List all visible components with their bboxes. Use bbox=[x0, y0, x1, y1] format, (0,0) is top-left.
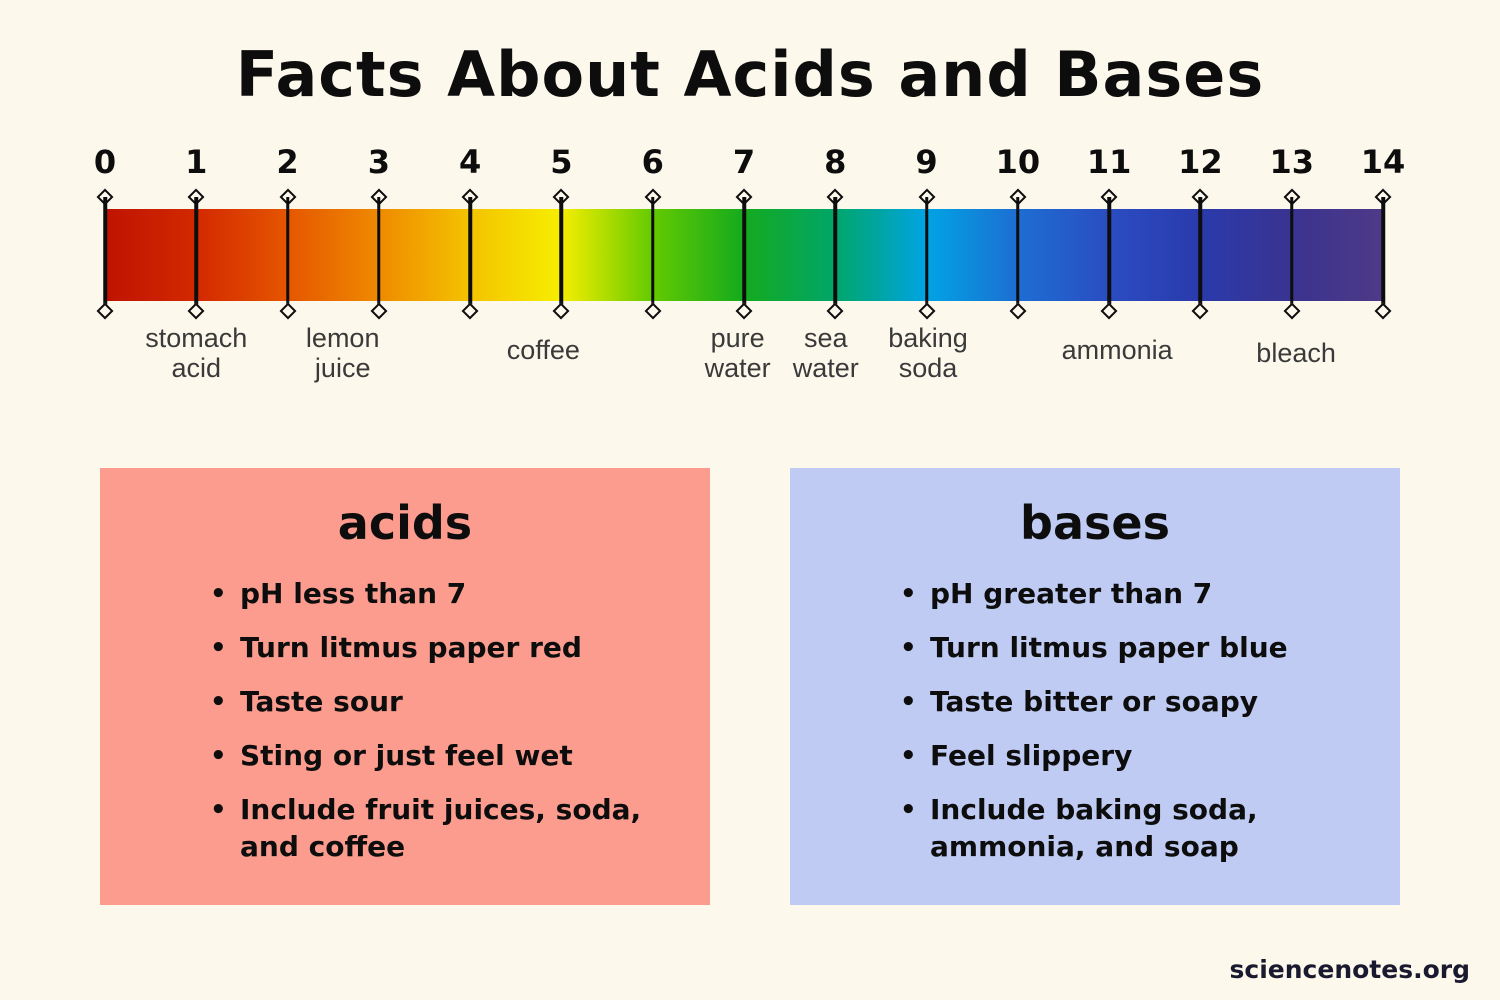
list-item: pH less than 7 bbox=[208, 576, 655, 613]
list-item: Include fruit juices, soda, and coffee bbox=[208, 792, 655, 866]
substance-label-stomach-acid: stomach acid bbox=[145, 323, 248, 384]
tick-line bbox=[103, 197, 107, 311]
ph-number-5: 5 bbox=[550, 143, 573, 181]
tick-line bbox=[194, 197, 199, 311]
tick-line bbox=[650, 197, 655, 311]
ph-tick bbox=[1374, 188, 1392, 320]
ph-tick bbox=[552, 188, 570, 320]
diamond-icon bbox=[461, 302, 479, 320]
diamond-icon bbox=[735, 302, 753, 320]
page-title: Facts About Acids and Bases bbox=[235, 38, 1265, 111]
tick-line bbox=[833, 197, 838, 311]
substance-label-lemon-juice: lemon juice bbox=[305, 323, 380, 384]
bases-title: bases bbox=[1020, 496, 1170, 550]
diamond-icon bbox=[918, 302, 936, 320]
ph-tick bbox=[461, 188, 479, 320]
substance-label-sea-water: sea water bbox=[792, 323, 859, 384]
substance-label-coffee: coffee bbox=[506, 335, 580, 365]
diamond-icon bbox=[552, 302, 570, 320]
ph-number-13: 13 bbox=[1269, 143, 1314, 181]
ph-number-6: 6 bbox=[641, 143, 664, 181]
tick-line bbox=[1107, 197, 1111, 311]
ph-number-2: 2 bbox=[276, 143, 299, 181]
substance-label-pure-water: pure water bbox=[704, 323, 771, 384]
diamond-icon bbox=[187, 302, 205, 320]
diamond-icon bbox=[1100, 302, 1118, 320]
diamond-icon bbox=[826, 302, 844, 320]
tick-line bbox=[1198, 197, 1203, 311]
diamond-icon bbox=[1374, 302, 1392, 320]
ph-tick bbox=[187, 188, 205, 320]
diamond-icon bbox=[644, 302, 662, 320]
diamond-icon bbox=[1191, 302, 1209, 320]
ph-tick bbox=[1009, 188, 1027, 320]
ph-number-3: 3 bbox=[367, 143, 390, 181]
tick-line bbox=[468, 197, 472, 311]
list-item: Feel slippery bbox=[898, 738, 1345, 775]
diamond-icon bbox=[96, 302, 114, 320]
diamond-icon bbox=[279, 302, 297, 320]
substance-label-ammonia: ammonia bbox=[1061, 335, 1173, 365]
acids-box: acids pH less than 7 Turn litmus paper r… bbox=[100, 468, 710, 905]
list-item: Turn litmus paper red bbox=[208, 630, 655, 667]
ph-number-14: 14 bbox=[1360, 143, 1406, 181]
ph-tick bbox=[1100, 188, 1118, 320]
ph-tick bbox=[735, 188, 753, 320]
ph-number-8: 8 bbox=[824, 143, 847, 181]
tick-line bbox=[559, 197, 564, 311]
ph-tick bbox=[370, 188, 388, 320]
ph-tick bbox=[644, 188, 662, 320]
diamond-icon bbox=[370, 302, 388, 320]
ph-tick bbox=[279, 188, 297, 320]
ph-number-4: 4 bbox=[459, 143, 482, 181]
ph-number-9: 9 bbox=[915, 143, 938, 181]
list-item: Turn litmus paper blue bbox=[898, 630, 1345, 667]
acids-list: pH less than 7 Turn litmus paper red Tas… bbox=[208, 576, 655, 866]
list-item: pH greater than 7 bbox=[898, 576, 1345, 613]
tick-line bbox=[742, 197, 746, 311]
list-item: Taste sour bbox=[208, 684, 655, 721]
list-item: Taste bitter or soapy bbox=[898, 684, 1345, 721]
ph-number-0: 0 bbox=[93, 143, 117, 181]
ph-tick bbox=[918, 188, 936, 320]
substance-label-baking-soda: baking soda bbox=[888, 323, 968, 384]
tick-line bbox=[285, 197, 290, 311]
diamond-icon bbox=[1283, 302, 1301, 320]
tick-line bbox=[1289, 197, 1294, 311]
list-item: Include baking soda, ammonia, and soap bbox=[898, 792, 1345, 866]
list-item: Sting or just feel wet bbox=[208, 738, 655, 775]
tick-line bbox=[924, 197, 929, 311]
diamond-icon bbox=[1009, 302, 1027, 320]
footer-watermark: sciencenotes.org bbox=[1229, 955, 1470, 984]
tick-line bbox=[1381, 197, 1385, 311]
substance-label-bleach: bleach bbox=[1256, 338, 1336, 368]
bases-box: bases pH greater than 7 Turn litmus pape… bbox=[790, 468, 1400, 905]
bases-list: pH greater than 7 Turn litmus paper blue… bbox=[898, 576, 1345, 866]
ph-tick bbox=[96, 188, 114, 320]
tick-line bbox=[1016, 197, 1020, 311]
tick-line bbox=[377, 197, 381, 311]
ph-number-7: 7 bbox=[732, 143, 756, 181]
ph-tick bbox=[826, 188, 844, 320]
ph-tick bbox=[1283, 188, 1301, 320]
ph-number-10: 10 bbox=[995, 143, 1041, 181]
acids-title: acids bbox=[337, 496, 473, 550]
ph-number-12: 12 bbox=[1178, 143, 1223, 181]
ph-tick bbox=[1191, 188, 1209, 320]
ph-number-11: 11 bbox=[1086, 143, 1132, 181]
ph-number-1: 1 bbox=[185, 143, 208, 181]
ph-scale: 0 1 2 3 4 5 6 7 8 9 10 11 12 13 14 stoma… bbox=[94, 143, 1405, 405]
